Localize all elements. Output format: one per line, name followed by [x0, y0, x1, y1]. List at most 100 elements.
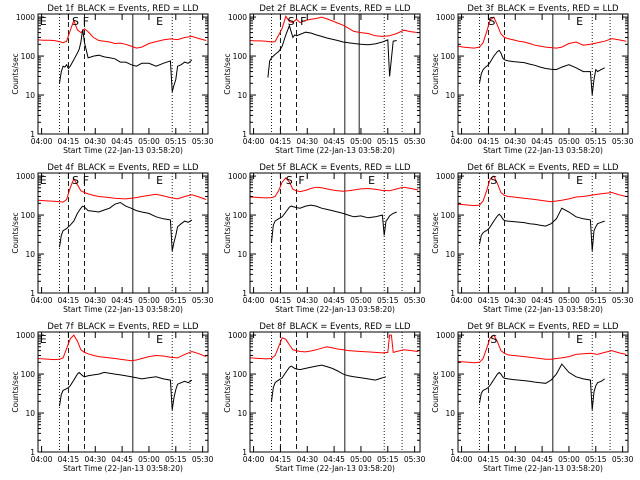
events-series-line	[479, 363, 605, 410]
interval-marker-E: E	[156, 174, 163, 187]
y-axis-label: Counts/sec	[223, 53, 232, 94]
y-tick-label: 100	[441, 370, 456, 379]
x-tick-label: 05:30	[612, 137, 634, 146]
y-tick-label: 10	[445, 250, 455, 259]
y-tick-label: 1	[450, 289, 455, 298]
panel-title-name: Det 4f	[47, 163, 74, 173]
lld-series-line	[37, 334, 207, 362]
y-tick-label: 1000	[436, 13, 455, 22]
panel-title: Det 2f BLACK = Events, RED = LLD	[259, 4, 411, 14]
panel-title-suffix: BLACK = Events, RED = LLD	[498, 163, 619, 173]
x-tick-label: 05:15	[377, 137, 399, 146]
x-tick-label: 05:30	[192, 455, 214, 464]
y-tick-label: 1	[242, 448, 247, 457]
y-tick-label: 1	[30, 448, 35, 457]
x-axis-label: Start Time (22-Jan-13 03:58:20)	[275, 305, 395, 314]
interval-marker-S: S	[490, 333, 497, 346]
panel-title-suffix: BLACK = Events, RED = LLD	[498, 4, 619, 14]
x-tick-label: 04:00	[31, 137, 53, 146]
x-tick-label: 04:45	[111, 296, 133, 305]
interval-marker-F: F	[298, 174, 304, 187]
y-tick-label: 1	[30, 289, 35, 298]
y-axis-label: Counts/sec	[11, 371, 20, 412]
y-tick-label: 100	[233, 370, 248, 379]
events-series-line	[59, 371, 193, 410]
lld-series-line	[249, 177, 419, 199]
panel-title-suffix: BLACK = Events, RED = LLD	[290, 322, 411, 332]
x-tick-label: 05:15	[585, 137, 607, 146]
x-tick-label: 04:00	[243, 296, 265, 305]
lld-series-line	[457, 16, 627, 49]
plot-frame	[37, 331, 209, 453]
y-axis-label: Counts/sec	[223, 371, 232, 412]
x-tick-label: 05:15	[377, 296, 399, 305]
panel-title-suffix: BLACK = Events, RED = LLD	[290, 163, 411, 173]
y-axis-label: Counts/sec	[431, 212, 440, 253]
y-axis-label: Counts/sec	[431, 371, 440, 412]
x-axis-label: Start Time (22-Jan-13 03:58:20)	[63, 464, 183, 473]
events-series-line	[479, 207, 605, 251]
x-tick-label: 04:15	[58, 296, 80, 305]
lld-series-line	[37, 18, 207, 49]
y-axis-label: Counts/sec	[11, 53, 20, 94]
x-axis-label: Start Time (22-Jan-13 03:58:20)	[275, 464, 395, 473]
y-tick-label: 100	[441, 211, 456, 220]
panel-title-suffix: BLACK = Events, RED = LLD	[78, 163, 199, 173]
interval-marker-S: S	[490, 174, 497, 187]
y-tick-label: 1000	[436, 172, 455, 181]
x-tick-label: 05:15	[377, 455, 399, 464]
interval-marker-F: F	[83, 15, 89, 28]
panel-title: Det 1f BLACK = Events, RED = LLD	[47, 4, 199, 14]
x-tick-label: 04:30	[84, 296, 106, 305]
x-tick-label: 04:30	[504, 296, 526, 305]
x-tick-label: 04:15	[270, 137, 292, 146]
x-tick-label: 05:30	[404, 455, 426, 464]
x-tick-label: 04:15	[58, 455, 80, 464]
panel-title-name: Det 1f	[47, 4, 74, 14]
panel-title-name: Det 5f	[259, 163, 286, 173]
x-tick-label: 05:30	[612, 455, 634, 464]
x-tick-label: 05:00	[138, 296, 160, 305]
y-tick-label: 100	[21, 211, 36, 220]
y-tick-label: 1	[450, 448, 455, 457]
interval-marker-F: F	[83, 174, 89, 187]
plot-frame	[249, 331, 421, 453]
x-tick-label: 04:30	[504, 455, 526, 464]
y-tick-label: 1	[30, 130, 35, 139]
y-axis-label: Counts/sec	[223, 212, 232, 253]
y-tick-label: 10	[237, 250, 247, 259]
y-tick-label: 1000	[16, 13, 35, 22]
panel-title: Det 4f BLACK = Events, RED = LLD	[47, 163, 199, 173]
lld-series-line	[249, 334, 419, 360]
y-tick-label: 10	[445, 409, 455, 418]
x-tick-label: 04:30	[296, 296, 318, 305]
x-tick-label: 04:45	[111, 455, 133, 464]
y-axis-label: Counts/sec	[11, 212, 20, 253]
x-tick-label: 05:30	[192, 137, 214, 146]
x-tick-label: 04:15	[58, 137, 80, 146]
interval-marker-E: E	[40, 333, 47, 346]
panel-title: Det 7f BLACK = Events, RED = LLD	[47, 322, 199, 332]
x-tick-label: 04:00	[451, 455, 473, 464]
events-series-line	[479, 49, 605, 96]
y-tick-label: 1000	[228, 13, 247, 22]
y-tick-label: 100	[233, 211, 248, 220]
x-tick-label: 05:00	[350, 137, 372, 146]
interval-marker-E: E	[156, 15, 163, 28]
x-tick-label: 04:30	[504, 137, 526, 146]
panel-title-name: Det 6f	[467, 163, 494, 173]
interval-marker-S: S	[72, 174, 79, 187]
x-tick-label: 05:15	[585, 455, 607, 464]
x-tick-label: 04:00	[243, 455, 265, 464]
x-tick-label: 05:15	[585, 296, 607, 305]
x-tick-label: 05:30	[612, 296, 634, 305]
x-axis-label: Start Time (22-Jan-13 03:58:20)	[483, 305, 603, 314]
panel-title-name: Det 2f	[259, 4, 286, 14]
x-tick-label: 04:00	[31, 296, 53, 305]
